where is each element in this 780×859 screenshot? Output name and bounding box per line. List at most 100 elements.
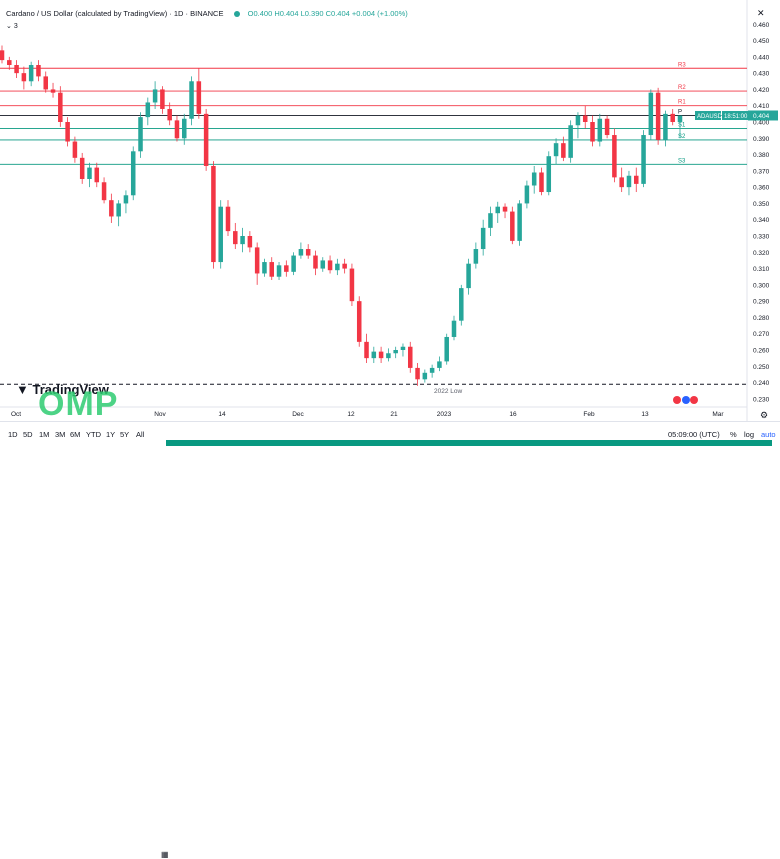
chart-header: Cardano / US Dollar (calculated by Tradi…	[6, 9, 408, 18]
calendar-icon[interactable]: ▦	[161, 850, 169, 859]
candle-body	[138, 117, 143, 152]
candle-body	[233, 231, 238, 245]
candle-body	[597, 118, 603, 142]
candle-body	[152, 89, 158, 103]
candle-body	[510, 211, 515, 241]
y-tick-label: 0.230	[753, 396, 770, 403]
y-tick-label: 0.260	[753, 348, 770, 355]
range-all[interactable]: All	[136, 430, 145, 439]
candle-body	[305, 249, 311, 256]
y-tick-label: 0.410	[753, 103, 770, 110]
candle-body	[116, 203, 121, 217]
y-tick-label: 0.450	[753, 38, 770, 45]
symbol-tag: ADAUSD	[697, 114, 723, 120]
x-tick-label: Dec	[292, 411, 304, 418]
y-tick-label: 0.440	[753, 54, 770, 61]
candle-body	[160, 89, 165, 109]
candle-body	[561, 143, 566, 158]
candle-body	[356, 301, 362, 342]
x-tick-label: Feb	[583, 411, 595, 418]
indicator-toggle[interactable]: ⌄ 3	[6, 23, 18, 30]
countdown-tag: 18:51:00	[724, 114, 748, 120]
log-toggle[interactable]: log	[744, 430, 755, 439]
candle-body	[203, 113, 209, 166]
tradingview-logo-text: TradingView	[32, 382, 109, 397]
candle-body	[495, 206, 501, 214]
candle-body	[429, 367, 435, 373]
candle-body	[145, 102, 151, 118]
pivot-label: S3	[678, 158, 686, 164]
candle-body	[101, 182, 107, 201]
x-tick-label: Nov	[154, 411, 166, 418]
accent-strip	[166, 440, 772, 446]
candle-body	[677, 115, 683, 122]
close-icon[interactable]: ✕	[757, 8, 765, 18]
candle-body	[298, 249, 304, 256]
candle-body	[539, 172, 544, 193]
candle-body	[181, 118, 187, 139]
candle-body	[604, 118, 610, 136]
y-tick-label: 0.360	[753, 185, 770, 192]
event-marker-icon	[673, 396, 681, 404]
candle-body	[378, 351, 384, 359]
candle-body	[123, 195, 129, 204]
pivot-label: R3	[678, 62, 686, 68]
candle-body	[480, 227, 486, 250]
range-5y[interactable]: 5Y	[120, 430, 130, 439]
y-tick-label: 0.430	[753, 71, 770, 78]
candle-body	[466, 263, 471, 289]
symbol-title: Cardano / US Dollar (calculated by Tradi…	[6, 9, 224, 18]
candle-body	[568, 125, 573, 158]
range-1d[interactable]: 1D	[8, 430, 18, 439]
candle-body	[196, 81, 202, 114]
candle-body	[167, 108, 172, 121]
candle-body	[626, 175, 632, 188]
range-1y[interactable]: 1Y	[106, 430, 116, 439]
candle-body	[393, 350, 398, 354]
y-tick-label: 0.250	[753, 364, 770, 371]
candle-body	[276, 265, 282, 277]
range-1m[interactable]: 1M	[39, 430, 50, 439]
x-tick-label: 21	[390, 411, 398, 418]
candle-body	[590, 122, 595, 142]
range-3m[interactable]: 3M	[55, 430, 66, 439]
candle-body	[575, 115, 581, 126]
x-tick-label: 2023	[437, 411, 452, 418]
range-6m[interactable]: 6M	[70, 430, 81, 439]
tradingview-logo-icon: ▼	[16, 382, 29, 397]
y-tick-label: 0.290	[753, 299, 770, 306]
candle-body	[7, 60, 12, 65]
y-tick-label: 0.240	[753, 380, 770, 387]
candle-body	[240, 236, 245, 245]
settings-gear-icon[interactable]: ⚙	[760, 410, 769, 420]
candle-body	[546, 156, 552, 193]
last-price-tag-bg	[748, 110, 778, 121]
candle-body	[655, 92, 661, 140]
event-marker-icon	[690, 396, 698, 404]
indicator-count: 3	[13, 23, 18, 30]
candle-body	[284, 265, 289, 272]
y-tick-label: 0.280	[753, 315, 770, 322]
candle-body	[612, 135, 617, 178]
symbol-tag-bg	[695, 110, 721, 120]
candle-body	[670, 113, 675, 122]
candle-body	[58, 92, 63, 122]
candle-body	[444, 336, 449, 362]
x-tick-label: Mar	[712, 411, 724, 418]
range-5d[interactable]: 5D	[23, 430, 33, 439]
candle-body	[648, 92, 654, 136]
auto-toggle[interactable]: auto	[761, 430, 776, 439]
candle-body	[335, 263, 340, 271]
pivot-label: R2	[678, 85, 686, 91]
range-ytd[interactable]: YTD	[86, 430, 101, 439]
clock-time[interactable]: 05:09:00 (UTC)	[668, 430, 720, 439]
candle-body	[79, 157, 85, 179]
percent-toggle[interactable]: %	[730, 430, 737, 439]
chart-canvas[interactable]: 0.230 0.240 0.250 0.260 0.270 0.280 0.290 0.300…	[0, 0, 780, 421]
omp-watermark: OMP	[38, 385, 119, 423]
y-tick-label: 0.300	[753, 282, 770, 289]
candle-body	[313, 255, 318, 269]
y-tick-label: 0.380	[753, 152, 770, 159]
candle-body	[218, 206, 223, 263]
candle-body	[320, 260, 326, 269]
